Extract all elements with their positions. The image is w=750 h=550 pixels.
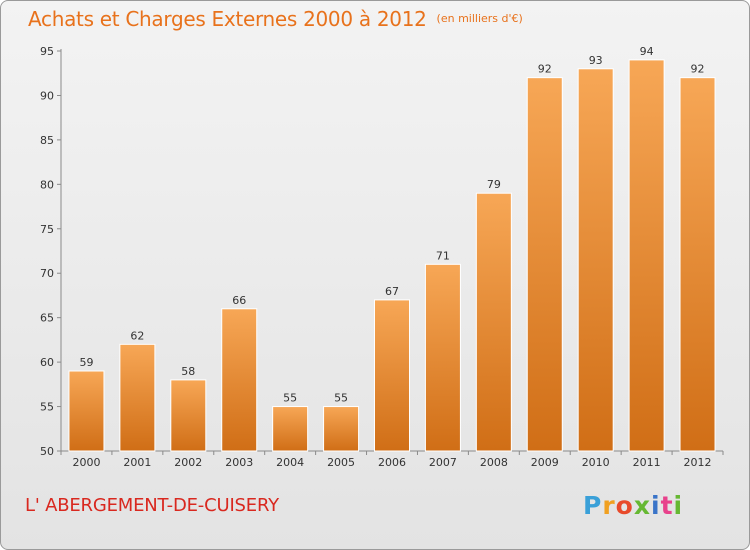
logo-letter: i xyxy=(673,491,684,520)
x-tick-label: 2003 xyxy=(225,456,253,469)
y-tick-label: 85 xyxy=(40,134,54,147)
x-tick-label: 2010 xyxy=(582,456,610,469)
chart-title-text: Achats et Charges Externes 2000 à 2012 xyxy=(28,7,427,31)
bar-value-label: 62 xyxy=(130,329,144,342)
bar-value-label: 93 xyxy=(589,54,603,67)
x-tick-label: 2011 xyxy=(633,456,661,469)
bars xyxy=(68,59,716,452)
chart-title: Achats et Charges Externes 2000 à 2012 (e… xyxy=(28,7,523,31)
bar xyxy=(526,77,563,452)
x-tick-label: 2005 xyxy=(327,456,355,469)
y-tick-label: 90 xyxy=(40,89,54,102)
x-tick-label: 2001 xyxy=(123,456,151,469)
bar xyxy=(679,77,716,452)
logo-letter: t xyxy=(660,491,674,520)
y-tick-label: 95 xyxy=(40,45,54,58)
bar xyxy=(68,370,105,452)
bar-value-label: 59 xyxy=(79,356,93,369)
bar xyxy=(170,379,207,452)
y-tick-label: 75 xyxy=(40,223,54,236)
x-tick-label: 2004 xyxy=(276,456,304,469)
logo-letter: o xyxy=(615,491,634,520)
bar xyxy=(323,406,360,452)
y-tick-label: 50 xyxy=(40,445,54,458)
bar-value-label: 92 xyxy=(538,63,552,76)
bar xyxy=(577,68,614,452)
y-tick-label: 80 xyxy=(40,178,54,191)
bar-value-label: 58 xyxy=(181,365,195,378)
bar-value-label: 55 xyxy=(283,392,297,405)
x-tick-label: 2008 xyxy=(480,456,508,469)
bar xyxy=(424,263,461,452)
logo-letter: P xyxy=(583,491,603,520)
bar-value-label: 94 xyxy=(640,45,654,58)
x-tick-label: 2002 xyxy=(174,456,202,469)
chart-unit: (en milliers d'€) xyxy=(436,12,523,25)
bar-value-label: 92 xyxy=(691,63,705,76)
bar xyxy=(272,406,309,452)
x-tick-label: 2000 xyxy=(72,456,100,469)
bar-value-labels: 59 62 58 66 55 55 67 71 79 92 93 94 92 xyxy=(79,45,704,405)
bar xyxy=(119,343,156,452)
bar xyxy=(475,192,512,452)
y-axis: 50 55 60 65 70 75 80 85 90 95 xyxy=(40,45,62,458)
logo-letter: i xyxy=(651,491,661,520)
y-tick-label: 65 xyxy=(40,312,54,325)
x-tick-label: 2006 xyxy=(378,456,406,469)
y-tick-label: 55 xyxy=(40,401,54,414)
bar-value-label: 55 xyxy=(334,392,348,405)
x-axis: 2000 2001 2002 2003 2004 2005 2006 2007 2008 2009… xyxy=(60,450,724,469)
y-tick-label: 70 xyxy=(40,267,54,280)
bar-value-label: 67 xyxy=(385,285,399,298)
y-tick-label: 60 xyxy=(40,356,54,369)
x-tick-label: 2007 xyxy=(429,456,457,469)
logo-letter: x xyxy=(633,491,651,520)
bar xyxy=(628,59,665,452)
x-tick-label: 2012 xyxy=(684,456,712,469)
bar xyxy=(374,299,410,452)
x-tick-label: 2009 xyxy=(531,456,559,469)
logo-letter: r xyxy=(602,491,616,520)
bar-value-label: 71 xyxy=(436,249,450,262)
proxiti-logo: Proxiti xyxy=(583,491,683,520)
bar-value-label: 79 xyxy=(487,178,501,191)
bar xyxy=(221,308,258,452)
bar-value-label: 66 xyxy=(232,294,246,307)
commune-name: L' ABERGEMENT-DE-CUISERY xyxy=(25,495,279,516)
